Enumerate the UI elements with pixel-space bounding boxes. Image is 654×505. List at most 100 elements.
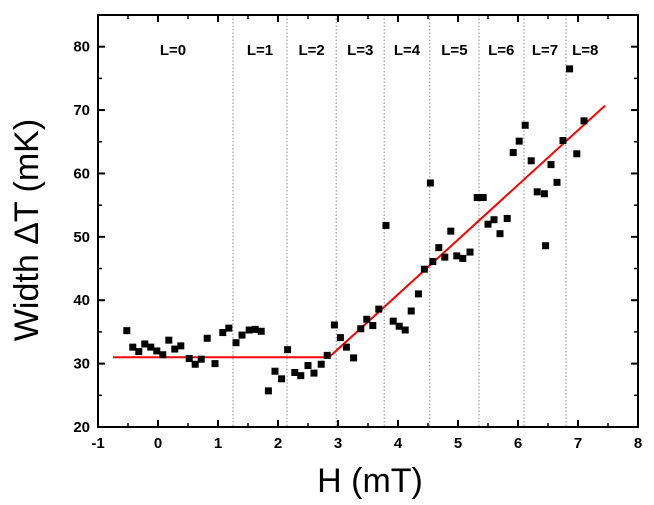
data-point [503,214,511,222]
data-point [159,351,167,359]
x-tick-label: 4 [394,435,403,452]
data-point [177,342,185,350]
data-point [197,355,205,363]
region-labels: L=0 L=1 L=2 L=3 L=4 L=5 L=6 L=7 L=8 [160,42,598,59]
data-point [123,327,131,335]
data-point [203,334,211,342]
y-tick-label: 60 [73,165,90,182]
data-point [278,375,286,383]
data-point [459,254,467,262]
data-point [317,360,325,368]
data-point [211,360,219,368]
data-point [542,242,550,250]
data-point [323,351,331,359]
x-tick-label: 8 [634,435,642,452]
x-tick-label: 3 [334,435,342,452]
data-point [414,290,422,298]
data-point [219,329,227,337]
region-label: L=3 [347,42,373,59]
data-point [490,216,498,224]
data-point [496,230,504,238]
data-point [336,334,344,342]
data-point [357,325,365,333]
data-point [426,179,434,187]
data-point [141,340,149,348]
data-point [401,326,409,334]
data-point [147,343,155,351]
region-label: L=7 [532,42,558,59]
data-point [527,157,535,165]
data-point [466,248,474,256]
region-label: L=5 [441,42,467,59]
data-point [447,227,455,235]
data-point [395,322,403,330]
data-point [509,149,517,157]
data-point [245,326,253,334]
data-point [165,336,173,344]
data-point [435,244,443,252]
data-point [232,339,240,347]
data-point [389,317,397,325]
data-point [284,346,292,354]
data-point [547,161,555,169]
data-point [559,137,567,145]
region-label: L=6 [488,42,514,59]
data-point [257,327,265,335]
region-label: L=4 [394,42,421,59]
data-point [153,347,161,355]
x-tick-label: 1 [214,435,222,452]
data-point [297,372,305,380]
x-tick-label: 0 [154,435,162,452]
y-axis-title: Width ΔT (mK) [8,119,46,341]
data-point [375,305,383,313]
data-point [573,150,581,158]
region-label: L=2 [298,42,324,59]
x-tick-label: 5 [454,435,462,452]
data-point [191,360,199,368]
x-tick-label: 6 [514,435,522,452]
data-point [342,343,350,351]
data-point [420,265,428,273]
data-point [185,355,193,363]
data-point [533,188,541,196]
data-point [330,321,338,329]
data-point [441,253,449,261]
y-tick-label: 50 [73,229,90,246]
data-point [540,190,548,198]
data-point [171,345,179,353]
region-label: L=1 [247,42,273,59]
y-tick-label: 70 [73,102,90,119]
data-point [135,348,143,356]
x-axis-title: H (mT) [317,462,423,500]
data-point [363,315,371,323]
data-point [484,220,492,228]
data-point [580,117,588,125]
data-point [553,178,561,186]
data-point [225,324,233,332]
data-point [291,368,299,376]
axes: -1 0 1 2 3 4 5 6 7 8 20 30 40 50 60 70 80 [73,14,642,452]
y-tick-label: 40 [73,292,90,309]
region-label: L=8 [572,42,598,59]
data-point [238,331,246,339]
y-tick-label: 80 [73,39,90,56]
x-tick-label: 2 [274,435,282,452]
data-point [453,252,461,260]
x-tick-label: -1 [91,435,104,452]
data-point [129,343,137,351]
data-point [369,322,377,330]
data-point [310,369,318,377]
data-point [473,194,481,202]
y-tick-label: 30 [73,356,90,373]
data-point [304,362,312,370]
data-point [566,65,574,73]
data-point [271,367,279,375]
data-point [350,354,358,362]
data-point [521,121,529,129]
data-point [479,194,487,202]
data-points [123,65,588,395]
data-point [382,221,390,229]
data-point [429,258,437,266]
data-point [251,325,259,333]
